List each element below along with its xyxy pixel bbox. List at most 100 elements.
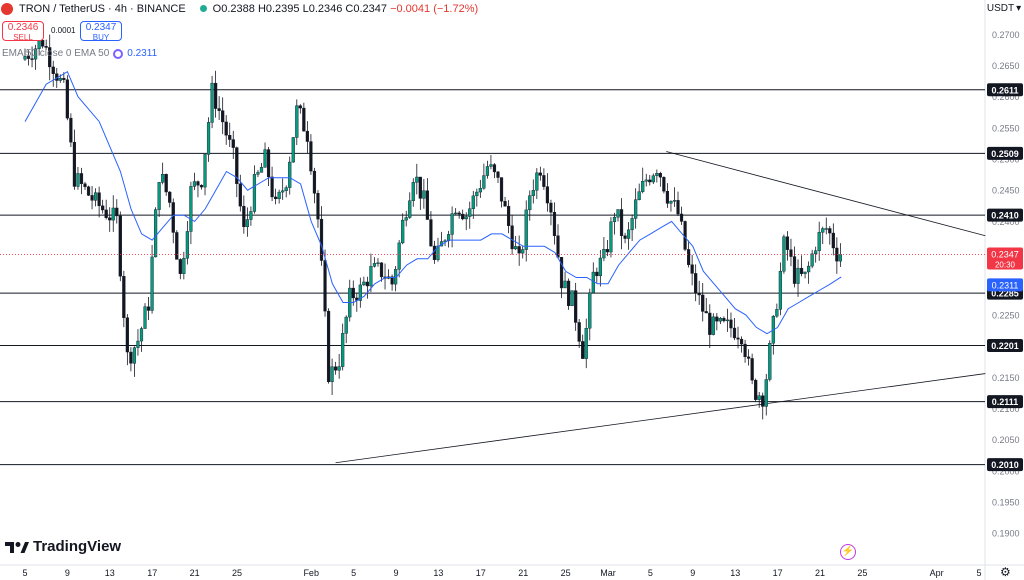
candle-down xyxy=(574,291,577,323)
x-tick-label: Feb xyxy=(303,568,319,578)
candle-up xyxy=(804,272,807,274)
candle-up xyxy=(839,254,842,261)
candle-up xyxy=(638,192,641,200)
candle-up xyxy=(154,210,157,257)
candle-up xyxy=(211,83,214,122)
candle-down xyxy=(659,173,662,177)
candle-up xyxy=(190,186,193,231)
candle-down xyxy=(179,259,182,273)
candle-up xyxy=(797,268,800,283)
y-tick-label: 0.2250 xyxy=(992,310,1020,320)
sell-button[interactable]: 0.2346 SELL xyxy=(2,21,44,41)
candle-up xyxy=(564,281,567,288)
candle-down xyxy=(239,184,242,206)
candle-up xyxy=(631,218,634,229)
ohlc-readout: O0.2388 H0.2395 L0.2346 C0.2347 −0.0041 … xyxy=(213,3,478,15)
candle-down xyxy=(324,261,327,312)
candle-up xyxy=(454,213,457,214)
x-tick-label: 17 xyxy=(147,568,157,578)
level-price-tag: 0.2611 xyxy=(987,83,1023,96)
candle-down xyxy=(606,249,609,252)
candle-up xyxy=(193,182,196,187)
candle-down xyxy=(313,171,316,193)
candle-down xyxy=(744,344,747,357)
candle-down xyxy=(101,206,104,210)
candle-down xyxy=(84,184,87,187)
currency-label: USDT xyxy=(987,3,1014,14)
ohlc-close: C0.2347 xyxy=(345,3,387,15)
ema-price-tag: 0.2311 xyxy=(987,278,1023,291)
candle-down xyxy=(267,150,270,177)
candle-down xyxy=(666,191,669,203)
candle-up xyxy=(246,220,249,227)
tradingview-logo[interactable]: TradingView xyxy=(5,538,121,555)
candle-up xyxy=(821,229,824,233)
candle-down xyxy=(680,214,683,221)
y-tick-label: 0.1900 xyxy=(992,529,1020,539)
candle-up xyxy=(532,190,535,195)
candle-down xyxy=(747,357,750,359)
candle-down xyxy=(705,311,708,313)
candle-down xyxy=(105,210,108,218)
candle-up xyxy=(207,122,210,154)
ema-legend[interactable]: EMA 50 close 0 EMA 50 0.2311 xyxy=(2,48,157,59)
candle-up xyxy=(712,317,715,335)
buy-label: BUY xyxy=(81,33,121,43)
candle-down xyxy=(91,195,94,200)
candle-up xyxy=(59,78,62,80)
level-tag-text: 0.2010 xyxy=(991,460,1019,470)
x-tick-label: 21 xyxy=(815,568,825,578)
candle-up xyxy=(161,174,164,182)
candle-down xyxy=(419,177,422,198)
candle-down xyxy=(232,140,235,148)
y-tick-label: 0.2150 xyxy=(992,373,1020,383)
candle-up xyxy=(768,343,771,379)
candle-down xyxy=(172,203,175,233)
candle-up xyxy=(292,137,295,162)
candle-down xyxy=(715,317,718,321)
candle-up xyxy=(521,250,524,254)
candle-up xyxy=(144,307,147,329)
candle-down xyxy=(62,78,65,79)
buy-button[interactable]: 0.2347 BUY xyxy=(80,21,122,41)
gear-icon[interactable]: ⚙ xyxy=(1000,565,1011,579)
candle-up xyxy=(401,220,404,243)
x-tick-label: 25 xyxy=(857,568,867,578)
candle-up xyxy=(295,106,298,138)
candle-up xyxy=(405,217,408,220)
candle-up xyxy=(535,173,538,190)
level-tag-text: 0.2111 xyxy=(992,397,1019,407)
tradingview-mark-icon xyxy=(5,540,29,554)
candle-up xyxy=(77,173,80,186)
candle-down xyxy=(493,165,496,172)
candle-up xyxy=(475,192,478,196)
candle-up xyxy=(278,192,281,199)
candle-down xyxy=(578,322,581,341)
candle-up xyxy=(253,174,256,211)
candle-down xyxy=(366,282,369,286)
chevron-down-icon: ▾ xyxy=(1016,3,1021,14)
candle-down xyxy=(52,67,55,74)
candle-down xyxy=(737,338,740,339)
candle-up xyxy=(634,200,637,219)
candle-down xyxy=(119,216,122,276)
currency-selector[interactable]: USDT ▾ xyxy=(986,1,1022,16)
candle-down xyxy=(69,118,72,142)
candle-down xyxy=(126,318,129,352)
candle-down xyxy=(723,318,726,321)
x-tick-label: 13 xyxy=(730,568,740,578)
flash-icon[interactable]: ⚡ xyxy=(840,544,856,560)
ema-settings-icon[interactable] xyxy=(113,49,123,59)
x-tick-label: 13 xyxy=(433,568,443,578)
candle-up xyxy=(331,367,334,382)
ohlc-open: O0.2388 xyxy=(213,3,255,15)
candle-down xyxy=(624,236,627,239)
ema-legend-value: 0.2311 xyxy=(127,48,157,59)
candle-down xyxy=(310,142,313,172)
symbol-title[interactable]: TRON / TetherUS · 4h · BINANCE xyxy=(19,3,186,15)
candle-up xyxy=(341,333,344,366)
candle-down xyxy=(694,273,697,293)
trendline-descending xyxy=(666,152,985,236)
candle-up xyxy=(673,200,676,201)
